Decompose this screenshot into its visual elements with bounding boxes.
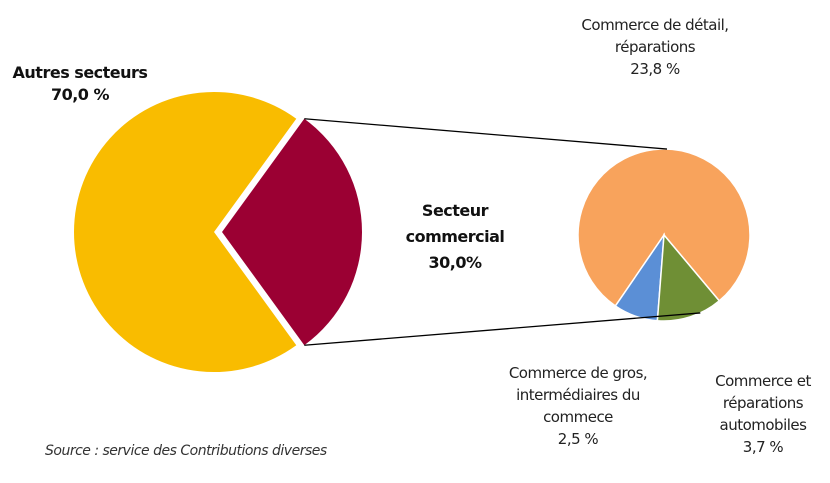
- slice-label: Secteur commercial 30,0%: [395, 198, 515, 276]
- value-label: 3,7 %: [742, 438, 784, 456]
- slice-label: Commerce de détail, réparations 23,8 %: [565, 14, 745, 80]
- pie-slice: [656, 233, 721, 322]
- category-label: Commerce et réparations automobiles: [715, 372, 811, 434]
- value-label: 23,8 %: [630, 60, 680, 78]
- source-note: Source : service des Contributions diver…: [45, 443, 327, 459]
- category-label: Commerce de détail, réparations: [581, 16, 729, 56]
- category-label: Autres secteurs: [12, 63, 148, 82]
- value-label: 2,5 %: [557, 430, 599, 448]
- category-label: Commerce de gros, intermédiaires du comm…: [508, 364, 648, 426]
- value-label: 30,0%: [428, 253, 482, 272]
- connector-line: [304, 312, 701, 346]
- connector-line: [304, 118, 668, 150]
- slice-label: Autres secteurs 70,0 %: [5, 62, 155, 106]
- pie-slice: [74, 91, 297, 372]
- pie-slice: [577, 148, 751, 308]
- pie-slice: [222, 118, 363, 346]
- value-label: 70,0 %: [50, 85, 110, 104]
- slice-label: Commerce de gros, intermédiaires du comm…: [493, 362, 663, 450]
- slice-label: Commerce et réparations automobiles 3,7 …: [688, 370, 830, 458]
- category-label: Secteur commercial: [405, 201, 505, 246]
